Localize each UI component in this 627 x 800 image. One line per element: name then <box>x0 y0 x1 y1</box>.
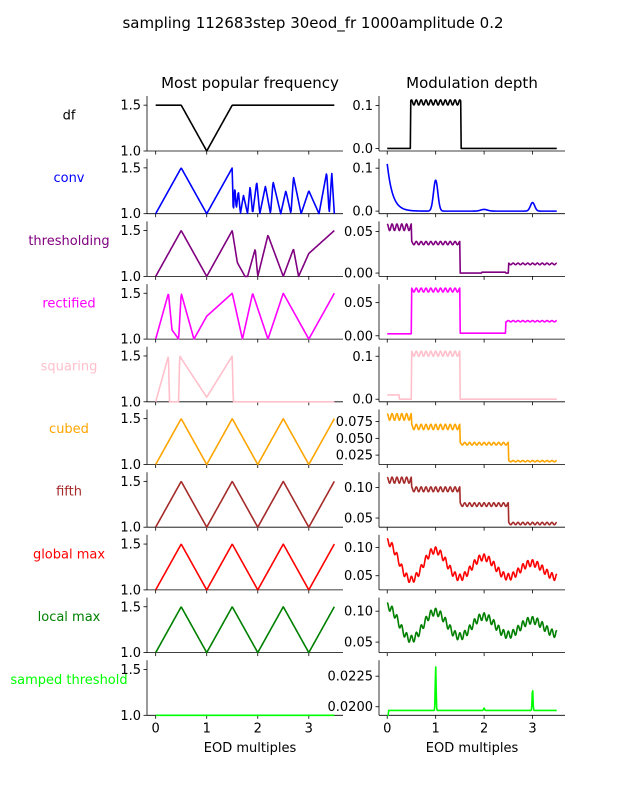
left-global-max-series-line <box>154 543 336 591</box>
left-squaring-y-tick-label: 1.5 <box>120 349 141 364</box>
right-thresholding-series-line <box>386 223 558 274</box>
right-conv-y-tick-label: 0.0 <box>352 205 373 220</box>
right-df-series-line <box>386 99 558 150</box>
row-label-samped-threshold: samped threshold <box>10 673 127 688</box>
left-fifth-y-tick-label: 1.0 <box>120 521 141 536</box>
right-samped-threshold-y-tick-label: 0.0225 <box>328 670 374 685</box>
right-cubed-y-tick-label: 0.025 <box>336 449 373 464</box>
left-conv-y-tick-label: 1.5 <box>120 161 141 176</box>
right-local-max-y-tick-label: 0.10 <box>344 605 373 620</box>
left-fifth-y-tick-label: 1.5 <box>120 475 141 490</box>
right-thresholding-y-tick-label: 0.05 <box>344 225 373 240</box>
row-label-global-max: global max <box>33 547 105 562</box>
row-label-rectified: rectified <box>42 297 95 312</box>
left-df-y-tick-label: 1.0 <box>120 145 141 160</box>
right-cubed-y-tick-label: 0.075 <box>336 415 373 430</box>
row-label-cubed: cubed <box>49 422 89 437</box>
right-samped-threshold-x-tick-label: 1 <box>432 721 440 736</box>
left-samped-threshold-x-tick-label: 2 <box>254 721 262 736</box>
left-local-max-series-line <box>154 606 336 654</box>
left-cubed-y-tick-label: 1.5 <box>120 412 141 427</box>
right-samped-threshold-x-tick-label: 2 <box>480 721 488 736</box>
row-label-fifth: fifth <box>56 485 82 500</box>
right-column-title: Modulation depth <box>406 74 538 92</box>
row-label-squaring: squaring <box>41 359 98 374</box>
panels: df1.01.50.00.1conv1.01.50.00.1thresholdi… <box>10 96 565 736</box>
left-x-axis-label: EOD multiples <box>204 741 297 756</box>
left-cubed-y-tick-label: 1.0 <box>120 458 141 473</box>
left-squaring-y-tick-label: 1.0 <box>120 395 141 410</box>
left-local-max-y-tick-label: 1.5 <box>120 600 141 615</box>
right-global-max-series-line <box>386 537 558 584</box>
left-samped-threshold-x-tick-label: 0 <box>152 721 160 736</box>
row-label-thresholding: thresholding <box>28 234 109 249</box>
right-samped-threshold-x-tick-label: 0 <box>383 721 391 736</box>
left-local-max-y-tick-label: 1.0 <box>120 646 141 661</box>
right-local-max-y-tick-label: 0.05 <box>344 636 373 651</box>
right-samped-threshold-y-tick-label: 0.0200 <box>328 700 374 715</box>
left-squaring-series-line <box>154 355 335 403</box>
right-samped-threshold-x-tick-label: 3 <box>528 721 536 736</box>
left-df-series-line <box>155 104 335 152</box>
row-label-local-max: local max <box>38 610 101 625</box>
left-samped-threshold-x-tick-label: 3 <box>305 721 313 736</box>
right-rectified-y-tick-label: 0.05 <box>344 296 373 311</box>
row-label-df: df <box>63 109 76 124</box>
left-cubed-series-line <box>154 417 336 466</box>
right-global-max-y-tick-label: 0.05 <box>344 569 373 584</box>
right-squaring-y-tick-label: 0.0 <box>352 393 373 408</box>
left-samped-threshold-y-tick-label: 1.5 <box>120 663 141 678</box>
left-global-max-y-tick-label: 1.0 <box>120 583 141 598</box>
right-cubed-y-tick-label: 0.050 <box>336 432 373 447</box>
left-rectified-y-tick-label: 1.0 <box>120 333 141 348</box>
right-conv-y-tick-label: 0.1 <box>352 162 373 177</box>
right-rectified-series-line <box>386 287 558 335</box>
right-thresholding-y-tick-label: 0.00 <box>344 267 373 282</box>
left-conv-series-line <box>154 167 336 215</box>
right-df-y-tick-label: 0.1 <box>352 99 373 114</box>
right-local-max-series-line <box>386 602 558 643</box>
right-conv-series-line <box>386 163 558 212</box>
right-fifth-series-line <box>386 476 558 526</box>
left-samped-threshold-x-tick-label: 1 <box>203 721 211 736</box>
left-global-max-y-tick-label: 1.5 <box>120 538 141 553</box>
right-samped-threshold-series-line <box>386 666 558 717</box>
left-rectified-series-line <box>154 292 336 340</box>
right-cubed-series-line <box>386 412 558 463</box>
left-column-title: Most popular frequency <box>161 74 339 92</box>
right-global-max-y-tick-label: 0.10 <box>344 541 373 556</box>
right-df-y-tick-label: 0.0 <box>352 142 373 157</box>
right-fifth-y-tick-label: 0.10 <box>344 481 373 496</box>
right-fifth-y-tick-label: 0.05 <box>344 512 373 527</box>
left-thresholding-y-tick-label: 1.5 <box>120 224 141 239</box>
figure-suptitle: sampling 112683step 30eod_fr 1000amplitu… <box>122 14 503 33</box>
right-rectified-y-tick-label: 0.00 <box>344 329 373 344</box>
left-rectified-y-tick-label: 1.5 <box>120 287 141 302</box>
right-squaring-y-tick-label: 0.1 <box>352 350 373 365</box>
row-label-conv: conv <box>53 171 84 186</box>
left-samped-threshold-y-tick-label: 1.0 <box>120 709 141 724</box>
left-df-y-tick-label: 1.5 <box>120 99 141 114</box>
left-conv-y-tick-label: 1.0 <box>120 207 141 222</box>
right-x-axis-label: EOD multiples <box>426 741 519 756</box>
left-fifth-series-line <box>154 480 336 528</box>
left-thresholding-series-line <box>154 229 335 278</box>
right-squaring-series-line <box>386 350 558 401</box>
left-thresholding-y-tick-label: 1.0 <box>120 270 141 285</box>
